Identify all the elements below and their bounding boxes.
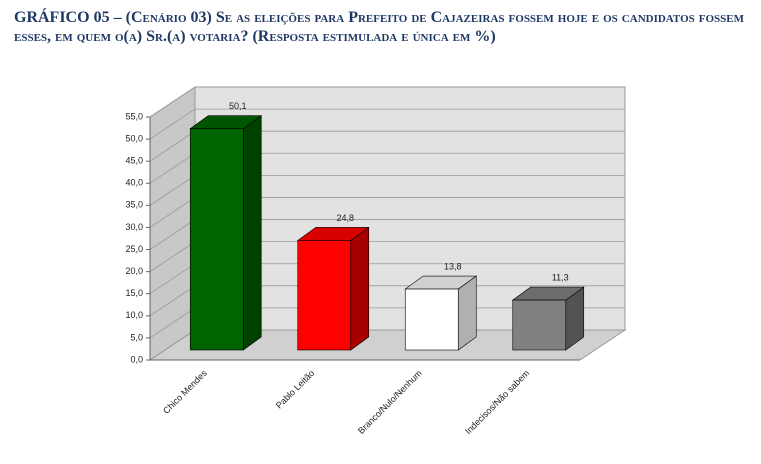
side-wall: [149, 86, 196, 361]
value-label: 24,8: [336, 213, 354, 223]
value-label: 11,3: [552, 272, 569, 282]
y-tick-label: 35,0: [125, 200, 143, 210]
x-tick-label: Branco/Nulo/Nenhum: [356, 368, 424, 436]
y-tick-label: 40,0: [125, 178, 143, 188]
y-tick-label: 0,0: [130, 354, 143, 364]
grid-line: [149, 108, 625, 140]
bar-side: [242, 115, 262, 351]
x-tick-label: Chico Mendes: [161, 368, 209, 416]
y-tick-label: 55,0: [125, 111, 143, 121]
y-tick-label: 45,0: [125, 156, 143, 166]
chart-title: GRÁFICO 05 – (Cenário 03) Se as eleições…: [14, 9, 744, 45]
y-tick-label: 30,0: [125, 222, 143, 232]
bar: [512, 299, 567, 351]
y-tick-label: 20,0: [125, 266, 143, 276]
x-tick-label: Pablo Leitão: [274, 368, 316, 410]
bar: [189, 128, 244, 351]
y-tick-label: 50,0: [125, 133, 143, 143]
y-tick-label: 25,0: [125, 244, 143, 254]
bar-side: [350, 226, 370, 351]
y-tick-label: 10,0: [125, 310, 143, 320]
grid-line: [149, 86, 625, 118]
x-tick-label: Indecisos/Não sabem: [463, 368, 531, 436]
y-tick-label: 5,0: [130, 332, 143, 342]
value-label: 50,1: [229, 101, 247, 111]
y-tick-label: 15,0: [125, 288, 143, 298]
value-label: 13,8: [444, 261, 462, 271]
bar: [297, 240, 352, 351]
bar: [404, 288, 459, 351]
